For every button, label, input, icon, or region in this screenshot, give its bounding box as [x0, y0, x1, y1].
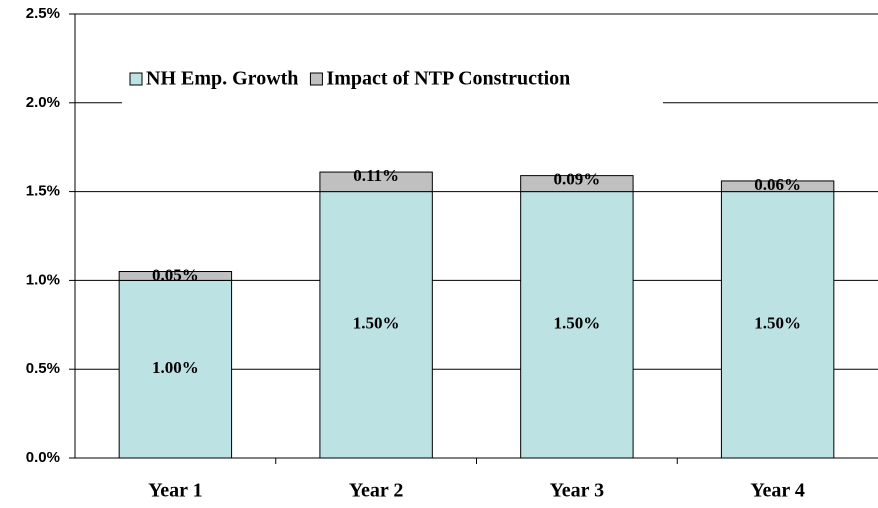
data-label: 1.00% [152, 358, 199, 377]
data-label: 1.50% [353, 314, 400, 333]
x-tick-label: Year 1 [148, 480, 203, 502]
bar-segment [520, 175, 634, 193]
bar-segment [118, 271, 233, 281]
x-tick-label: Year 4 [750, 480, 805, 502]
data-label: 0.09% [554, 170, 601, 189]
data-label: 0.05% [152, 265, 199, 284]
x-tick-label: Year 3 [550, 480, 605, 502]
data-label: 1.50% [554, 314, 601, 333]
legend-swatch [129, 72, 143, 86]
bar-segment [319, 191, 433, 459]
x-tick-label: Year 2 [349, 480, 404, 502]
legend-label: Impact of NTP Construction [326, 68, 570, 90]
y-tick-label: 2.5% [26, 5, 60, 22]
legend-box [122, 56, 663, 106]
bar-segment [720, 191, 835, 459]
y-tick-label: 1.0% [26, 271, 60, 288]
y-tick-label: 0.0% [26, 449, 60, 466]
legend-swatch [309, 72, 323, 86]
bar-segment [118, 279, 233, 459]
y-tick-label: 2.0% [26, 94, 60, 111]
data-label: 1.50% [754, 314, 801, 333]
y-tick-label: 0.5% [26, 360, 60, 377]
data-label: 0.06% [754, 175, 801, 194]
y-tick-label: 1.5% [26, 183, 60, 200]
legend-label: NH Emp. Growth [146, 68, 298, 90]
bar-segment [720, 180, 835, 193]
bar-segment [520, 191, 634, 459]
bar-segment [319, 171, 433, 193]
data-label: 0.11% [353, 166, 399, 185]
